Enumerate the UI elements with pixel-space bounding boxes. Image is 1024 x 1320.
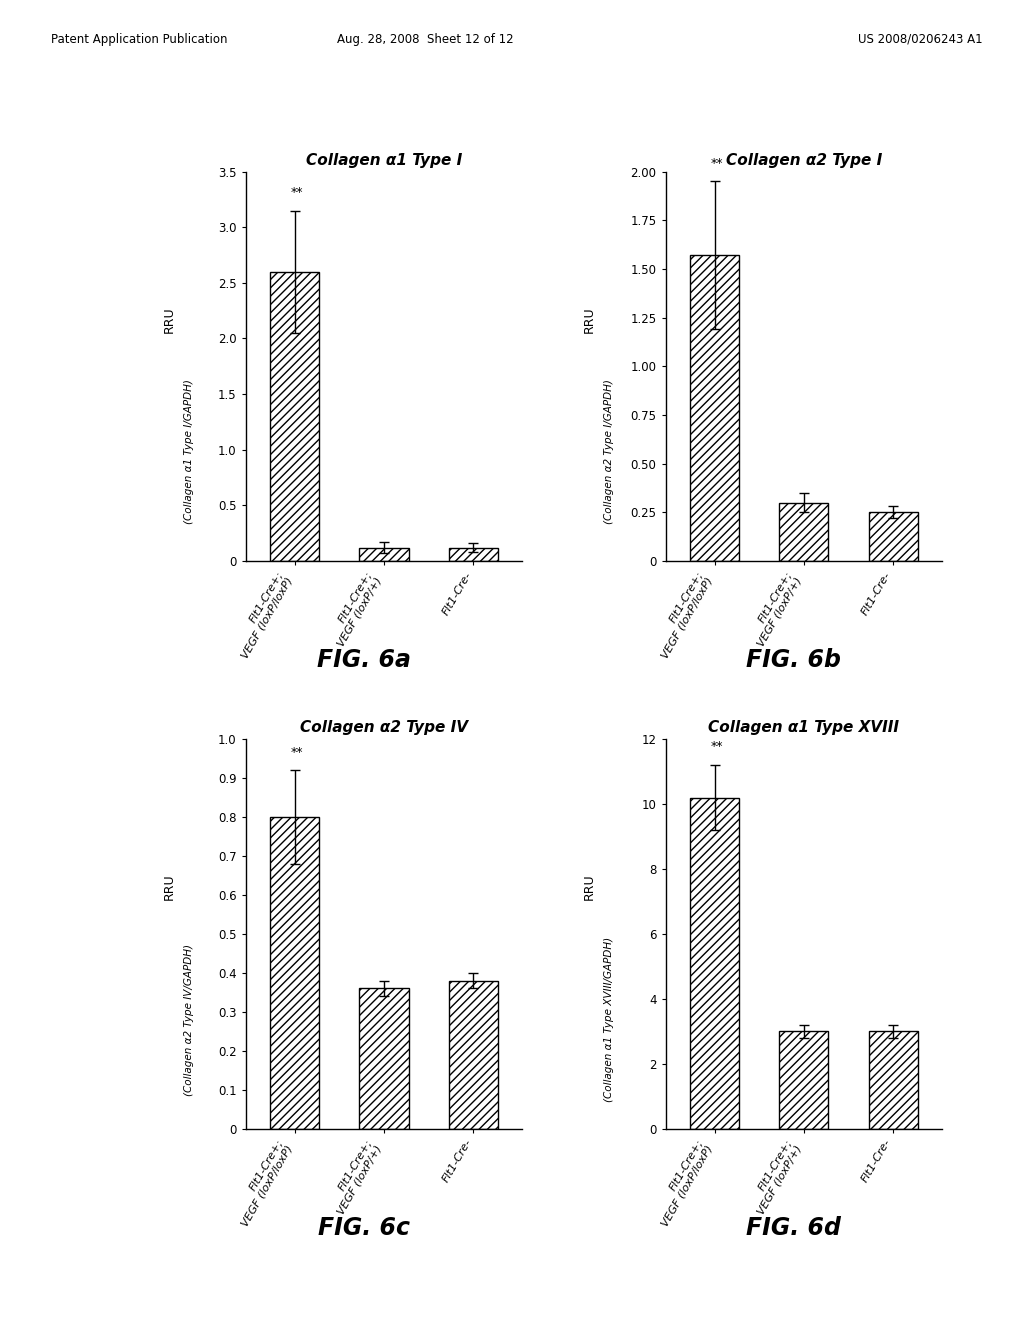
Text: RRU: RRU	[163, 306, 175, 333]
Text: **: **	[291, 186, 303, 199]
Bar	[690, 255, 739, 561]
Text: RRU: RRU	[583, 306, 595, 333]
Text: FIG. 6d: FIG. 6d	[746, 1216, 841, 1239]
Text: **: **	[711, 741, 723, 754]
Title: Collagen α2 Type IV: Collagen α2 Type IV	[300, 721, 468, 735]
Bar	[868, 512, 918, 561]
Text: (Collagen α1 Type XVIII/GAPDH): (Collagen α1 Type XVIII/GAPDH)	[604, 937, 614, 1102]
Text: (Collagen α2 Type I/GAPDH): (Collagen α2 Type I/GAPDH)	[604, 380, 614, 524]
Text: FIG. 6c: FIG. 6c	[317, 1216, 410, 1239]
Bar	[270, 817, 319, 1129]
Text: (Collagen α1 Type I/GAPDH): (Collagen α1 Type I/GAPDH)	[184, 380, 195, 524]
Bar	[449, 548, 498, 561]
Text: Patent Application Publication: Patent Application Publication	[51, 33, 227, 46]
Text: RRU: RRU	[583, 874, 595, 900]
Text: FIG. 6a: FIG. 6a	[316, 648, 411, 672]
Title: Collagen α2 Type I: Collagen α2 Type I	[726, 153, 882, 168]
Bar	[690, 797, 739, 1129]
Text: FIG. 6b: FIG. 6b	[746, 648, 841, 672]
Text: Aug. 28, 2008  Sheet 12 of 12: Aug. 28, 2008 Sheet 12 of 12	[337, 33, 513, 46]
Text: (Collagen α2 Type IV/GAPDH): (Collagen α2 Type IV/GAPDH)	[184, 944, 195, 1096]
Bar	[779, 503, 828, 561]
Text: US 2008/0206243 A1: US 2008/0206243 A1	[858, 33, 983, 46]
Text: RRU: RRU	[163, 874, 175, 900]
Title: Collagen α1 Type XVIII: Collagen α1 Type XVIII	[709, 721, 899, 735]
Text: **: **	[291, 746, 303, 759]
Bar	[359, 989, 409, 1129]
Bar	[449, 981, 498, 1129]
Bar	[270, 272, 319, 561]
Bar	[779, 1031, 828, 1129]
Bar	[868, 1031, 918, 1129]
Text: **: **	[711, 157, 723, 170]
Title: Collagen α1 Type I: Collagen α1 Type I	[306, 153, 462, 168]
Bar	[359, 548, 409, 561]
